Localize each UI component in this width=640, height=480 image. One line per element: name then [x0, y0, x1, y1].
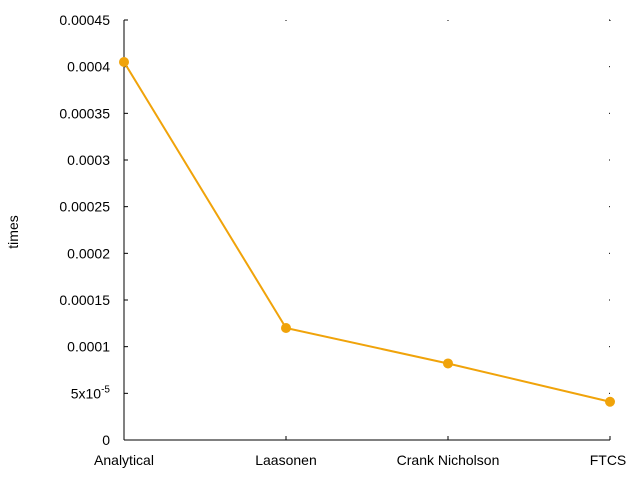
series-line	[123, 61, 611, 403]
tick-layer: 0 5x10-5 0.0001 0.00015 0.0002 0.00025 0.0003 0…	[59, 12, 626, 468]
data-point	[119, 57, 129, 67]
y-tick-exponent: -5	[101, 384, 110, 395]
y-tick-mark-right	[609, 299, 610, 301]
data-point	[605, 396, 615, 407]
data-point	[281, 323, 291, 333]
y-tick-label: 5x10-5	[71, 384, 111, 401]
y-axis-title: times	[5, 215, 21, 248]
x-tick-label: FTCS	[590, 452, 627, 468]
x-tick-label: Analytical	[94, 452, 154, 468]
y-tick-label: 0.0003	[67, 152, 110, 168]
y-tick-mark-right	[609, 66, 610, 68]
y-tick-mark-right	[609, 392, 610, 394]
y-tick-mark-right	[609, 112, 610, 114]
y-tick-label: 0.00045	[59, 12, 110, 28]
x-tick-mark-top	[609, 20, 611, 21]
y-tick-label: 0.00025	[59, 199, 110, 215]
x-tick-label: Crank Nicholson	[397, 452, 500, 468]
y-tick-mark-right	[609, 346, 610, 348]
y-tick-mark-right	[609, 159, 610, 161]
y-tick-mark-right	[609, 252, 610, 254]
y-tick-label: 0.0001	[67, 339, 110, 355]
y-tick-label: 0.00035	[59, 105, 110, 121]
y-tick-label: 0.0004	[67, 59, 110, 75]
series-layer	[119, 57, 615, 407]
x-tick-mark-top	[285, 20, 287, 21]
y-tick-label: 0	[102, 432, 110, 448]
x-tick-mark-top	[447, 20, 449, 21]
x-tick-label: Laasonen	[255, 452, 317, 468]
y-tick-mark-right	[609, 206, 610, 208]
data-point	[443, 358, 453, 369]
y-tick-label: 0.0002	[67, 245, 110, 261]
y-tick-label: 0.00015	[59, 292, 110, 308]
axes	[123, 20, 610, 441]
